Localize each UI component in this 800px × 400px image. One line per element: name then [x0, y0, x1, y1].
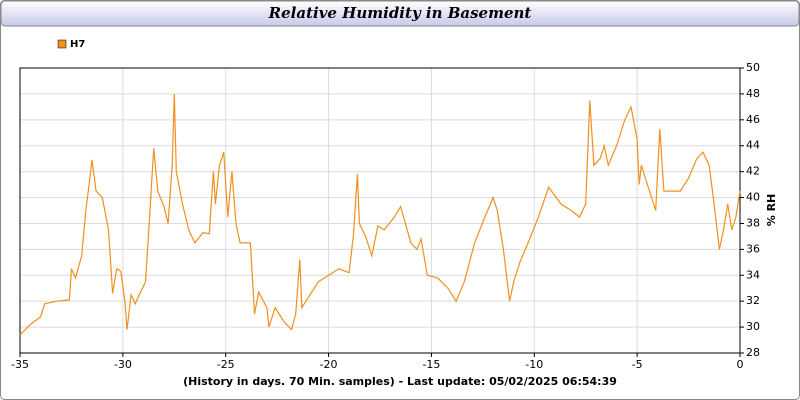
- y-tick-label: 42: [746, 165, 760, 178]
- y-tick-label: 46: [746, 113, 760, 126]
- y-tick-label: 38: [746, 216, 760, 229]
- x-tick-label: -30: [114, 358, 132, 371]
- x-tick-label: -25: [217, 358, 235, 371]
- title-bar: [0, 0, 800, 27]
- legend-label: H7: [70, 39, 85, 50]
- y-axis-label: % RH: [765, 194, 778, 227]
- x-tick-label: -35: [11, 358, 29, 371]
- y-tick-label: 30: [746, 320, 760, 333]
- y-tick-label: 40: [746, 191, 760, 204]
- y-tick-label: 48: [746, 87, 760, 100]
- x-tick-label: -5: [632, 358, 643, 371]
- y-tick-label: 44: [746, 139, 760, 152]
- y-tick-label: 34: [746, 268, 760, 281]
- y-tick-label: 50: [746, 61, 760, 74]
- y-tick-label: 28: [746, 346, 760, 359]
- data-line: [19, 93, 741, 336]
- chart-title: Relative Humidity in Basement: [268, 4, 532, 22]
- plot-border: [19, 67, 741, 354]
- legend-swatch: [57, 39, 67, 49]
- x-axis-label: (History in days. 70 Min. samples) - Las…: [183, 375, 617, 388]
- x-tick-label: -20: [320, 358, 338, 371]
- x-tick-label: -10: [525, 358, 543, 371]
- y-tick-label: 36: [746, 242, 760, 255]
- y-tick-label: 32: [746, 294, 760, 307]
- x-tick-label: 0: [737, 358, 744, 371]
- x-tick-label: -15: [422, 358, 440, 371]
